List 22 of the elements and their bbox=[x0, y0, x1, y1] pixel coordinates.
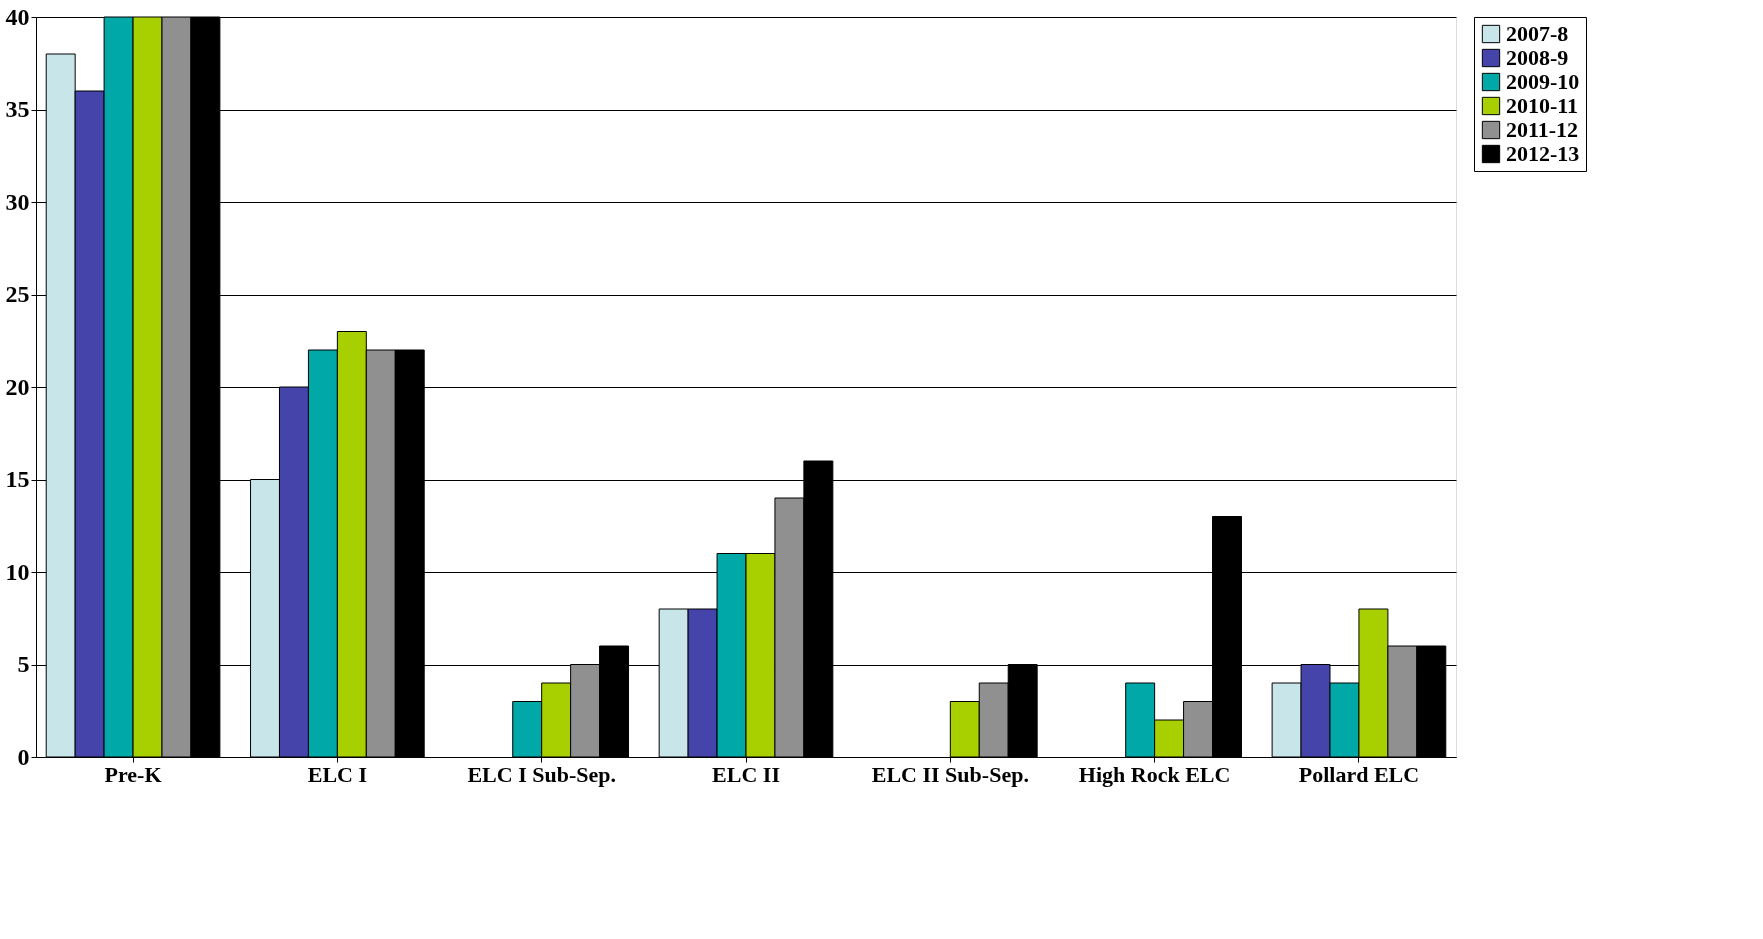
legend-label: 2007-8 bbox=[1506, 21, 1569, 46]
legend-label: 2009-10 bbox=[1506, 69, 1580, 94]
y-tick-label: 10 bbox=[5, 558, 30, 585]
legend-label: 2011-12 bbox=[1506, 117, 1579, 142]
x-tick-label: ELC II bbox=[712, 761, 780, 787]
x-tick-label: ELC II Sub-Sep. bbox=[871, 761, 1029, 787]
y-tick-label: 30 bbox=[5, 188, 30, 215]
y-tick-label: 25 bbox=[5, 281, 30, 307]
legend-label: 2008-9 bbox=[1506, 45, 1569, 70]
y-tick-label: 20 bbox=[5, 373, 30, 400]
x-tick-label: High Rock ELC bbox=[1078, 761, 1231, 787]
y-tick-label: 35 bbox=[5, 96, 30, 122]
x-tick-label: ELC I bbox=[307, 761, 368, 787]
y-tick-label: 40 bbox=[5, 3, 30, 30]
y-tick-label: 0 bbox=[17, 743, 30, 770]
y-tick-label: 15 bbox=[5, 466, 30, 492]
legend-label: 2012-13 bbox=[1506, 141, 1580, 166]
y-tick-label: 5 bbox=[17, 651, 30, 677]
x-tick-label: Pollard ELC bbox=[1298, 761, 1420, 787]
legend-label: 2010-11 bbox=[1506, 93, 1579, 118]
x-tick-label: ELC I Sub-Sep. bbox=[467, 761, 616, 787]
x-tick-label: Pre-K bbox=[104, 761, 162, 787]
